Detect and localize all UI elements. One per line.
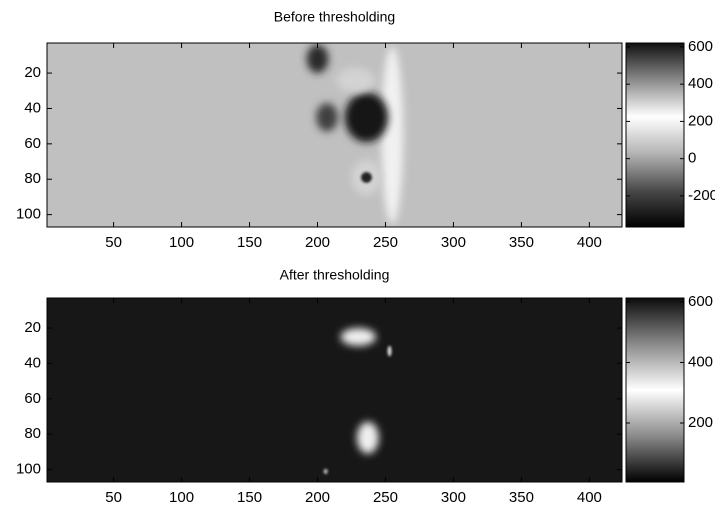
colorbar [625, 42, 685, 228]
image [47, 298, 622, 482]
colorbar-tick-label: 0 [688, 150, 696, 167]
x-tick-label: 300 [441, 234, 466, 251]
y-tick-label: 60 [24, 390, 41, 407]
axes-frame [46, 297, 623, 483]
x-tick-label: 400 [577, 489, 602, 506]
y-tick-label: 40 [24, 354, 41, 371]
chart-title: After thresholding [280, 267, 390, 283]
colorbar-tick-label: 200 [688, 112, 713, 129]
chart-title: Before thresholding [274, 9, 395, 25]
image-blob [323, 468, 328, 475]
image-blob [381, 46, 404, 224]
y-tick-label: 60 [24, 135, 41, 152]
image-blob [306, 44, 329, 74]
x-tick-label: 350 [509, 489, 534, 506]
colorbar-tick-label: 200 [688, 414, 713, 431]
colorbar [625, 297, 685, 483]
y-tick-label: 80 [24, 170, 41, 187]
x-tick-label: 250 [373, 489, 398, 506]
image-blob [316, 103, 338, 132]
image [47, 43, 622, 227]
colorbar-tick-label: 600 [688, 293, 713, 310]
colorbar-tick-label: 400 [688, 75, 713, 92]
image-blob [356, 421, 379, 454]
x-tick-label: 300 [441, 489, 466, 506]
image-background [47, 298, 622, 482]
image-blob [336, 67, 375, 93]
x-tick-label: 400 [577, 234, 602, 251]
image-blob [340, 328, 376, 346]
x-tick-label: 100 [169, 489, 194, 506]
y-tick-label: 100 [16, 206, 41, 223]
image-blob [361, 172, 372, 183]
colorbar-tick-label: 600 [688, 38, 713, 55]
x-tick-label: 100 [169, 234, 194, 251]
y-tick-label: 80 [24, 425, 41, 442]
y-tick-label: 40 [24, 99, 41, 116]
y-tick-label: 20 [24, 319, 41, 336]
y-tick-label: 100 [16, 461, 41, 478]
x-tick-label: 200 [305, 234, 330, 251]
x-tick-label: 200 [305, 489, 330, 506]
x-tick-label: 150 [237, 234, 262, 251]
image-blob [344, 92, 389, 143]
x-tick-label: 350 [509, 234, 534, 251]
y-tick-label: 20 [24, 64, 41, 81]
x-tick-label: 50 [105, 489, 122, 506]
colorbar-tick-label: 400 [688, 353, 713, 370]
x-tick-label: 150 [237, 489, 262, 506]
x-tick-label: 250 [373, 234, 398, 251]
x-tick-label: 50 [105, 234, 122, 251]
image-background [47, 43, 622, 227]
image-blob [387, 345, 392, 357]
axes-frame [46, 42, 623, 228]
colorbar-tick-label: -200 [688, 187, 715, 204]
